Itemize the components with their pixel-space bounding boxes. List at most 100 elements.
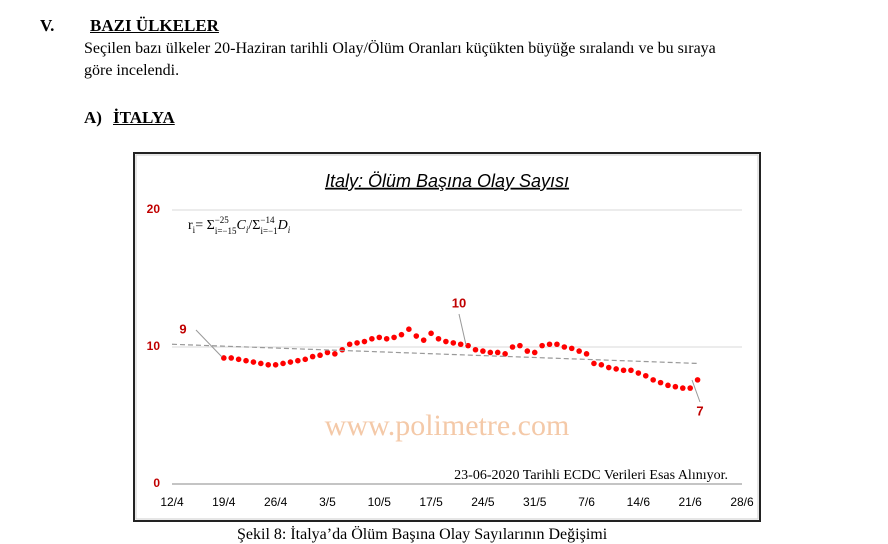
- data-point: [272, 362, 279, 368]
- data-point: [657, 379, 664, 386]
- data-point: [339, 346, 346, 353]
- data-point: [457, 341, 464, 348]
- data-point: [635, 370, 642, 376]
- data-point: [243, 357, 249, 364]
- data-point: [295, 357, 301, 364]
- data-point: [472, 346, 479, 353]
- data-point: [480, 348, 486, 354]
- data-point: [413, 333, 420, 339]
- data-point: [361, 338, 368, 345]
- data-point: [679, 385, 686, 391]
- data-point: [450, 340, 457, 346]
- data-point: [398, 331, 405, 338]
- data-point: [280, 360, 286, 367]
- x-tick-label: 24/5: [471, 495, 495, 509]
- subsection-number: A): [84, 108, 102, 127]
- formula: ri= Σ−25 i=−15Ci/Σ−14 i=−1Di: [188, 215, 291, 236]
- caption: Şekil 8: İtalya’da Ölüm Başına Olay Sayı…: [237, 526, 608, 543]
- data-point: [309, 353, 316, 360]
- x-tick-label: 19/4: [212, 495, 236, 509]
- formula-part: i=−1: [260, 226, 277, 236]
- formula-part: /Σ: [248, 218, 260, 233]
- formula-part: = Σ: [195, 218, 215, 233]
- data-point: [509, 344, 516, 350]
- formula-part: i: [193, 225, 196, 235]
- data-point: [672, 383, 679, 390]
- formula-part: D: [277, 218, 288, 233]
- data-point: [287, 359, 294, 365]
- data-point: [369, 335, 375, 342]
- data-point: [235, 356, 242, 363]
- data-point: [221, 355, 227, 361]
- data-point: [420, 337, 427, 343]
- y-tick-label: 0: [153, 476, 160, 490]
- x-tick-label: 12/4: [160, 495, 184, 509]
- x-tick-label: 10/5: [368, 495, 392, 509]
- data-point: [613, 366, 619, 372]
- data-point: [428, 330, 434, 337]
- data-point: [576, 348, 582, 354]
- chart-inner-frame: [135, 154, 759, 520]
- data-point: [383, 335, 390, 342]
- data-point: [665, 382, 671, 389]
- data-point: [465, 342, 471, 349]
- data-point: [591, 360, 597, 367]
- data-point: [406, 326, 412, 332]
- paragraph-line: göre incelendi.: [84, 62, 180, 79]
- data-point: [568, 345, 575, 352]
- x-tick-label: 14/6: [627, 495, 651, 509]
- data-point: [435, 335, 442, 342]
- formula-part: i: [246, 225, 249, 235]
- formula-part: −14: [260, 215, 275, 225]
- x-tick-label: 21/6: [679, 495, 703, 509]
- data-point: [391, 334, 397, 341]
- data-point: [694, 377, 701, 383]
- data-point: [561, 344, 568, 350]
- data-point: [376, 334, 383, 341]
- data-point: [228, 355, 235, 361]
- data-point: [324, 349, 331, 356]
- annotation-leader: [195, 329, 223, 358]
- data-point: [524, 348, 531, 354]
- data-point: [687, 385, 693, 391]
- data-point: [487, 349, 494, 356]
- section-number: V.: [40, 16, 55, 35]
- data-point: [265, 362, 272, 368]
- data-point: [332, 351, 338, 357]
- data-point: [642, 372, 649, 379]
- data-point: [598, 362, 605, 368]
- annotation: 10: [452, 295, 466, 310]
- section-title: BAZI ÜLKELER: [90, 16, 219, 35]
- x-tick-label: 31/5: [523, 495, 547, 509]
- data-point: [258, 360, 264, 367]
- annotation: 9: [179, 321, 186, 336]
- data-point: [443, 338, 449, 345]
- watermark: www.polimetre.com: [325, 409, 570, 442]
- data-point: [539, 342, 545, 349]
- formula-part: i: [288, 225, 291, 235]
- data-point: [317, 352, 323, 359]
- x-tick-label: 26/4: [264, 495, 288, 509]
- data-point: [346, 341, 353, 348]
- y-tick-label: 10: [147, 339, 161, 353]
- chart-title: Italy: Ölüm Başına Olay Sayısı: [325, 171, 569, 191]
- annotation-leader: [691, 379, 701, 403]
- data-point: [628, 367, 634, 374]
- formula-part: r: [188, 218, 193, 233]
- x-tick-label: 28/6: [730, 495, 754, 509]
- data-point: [502, 351, 508, 357]
- data-point: [620, 367, 627, 374]
- data-point: [583, 351, 590, 357]
- data-point: [250, 359, 257, 365]
- data-point: [546, 341, 553, 348]
- x-tick-label: 17/5: [419, 495, 443, 509]
- data-point: [494, 349, 501, 356]
- y-tick-label: 20: [147, 202, 161, 216]
- annotation-leader: [458, 313, 467, 346]
- x-tick-label: 7/6: [578, 495, 595, 509]
- data-point: [302, 356, 309, 363]
- chart-frame: [133, 152, 761, 522]
- formula-part: i=−15: [215, 226, 237, 236]
- subsection-title: İTALYA: [113, 108, 175, 127]
